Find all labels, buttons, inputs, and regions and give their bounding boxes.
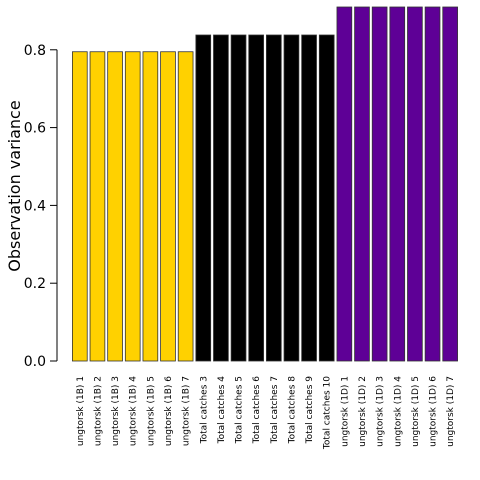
bar xyxy=(195,34,212,362)
bar xyxy=(248,34,264,362)
bar xyxy=(301,34,317,362)
x-tick-label: ungtorsk (1D) 1 xyxy=(340,376,350,447)
bar xyxy=(318,34,335,362)
bar xyxy=(266,34,282,362)
x-axis-labels: ungtorsk (1B) 1 ungtorsk (1B) 2 ungtorsk (… xyxy=(76,376,456,450)
x-tick-label: ungtorsk (1B) 1 xyxy=(76,376,86,446)
x-tick-label: Total catches 3 xyxy=(199,376,209,444)
y-tick-label: 0.8 xyxy=(24,43,46,59)
bar xyxy=(371,6,388,362)
y-tick-label: 0.4 xyxy=(24,198,46,214)
x-tick-label: Total catches 4 xyxy=(217,376,227,445)
bar xyxy=(442,6,458,362)
bar xyxy=(160,51,176,362)
bar xyxy=(407,6,423,362)
bar xyxy=(177,51,194,362)
bar xyxy=(124,51,141,362)
bar xyxy=(107,51,123,362)
x-tick-label: ungtorsk (1B) 6 xyxy=(164,376,174,446)
x-tick-label: ungtorsk (1B) 7 xyxy=(182,376,192,446)
x-tick-label: Total catches 7 xyxy=(270,376,280,444)
x-tick-label: ungtorsk (1B) 4 xyxy=(129,376,139,446)
x-tick-label: Total catches 8 xyxy=(287,376,297,445)
bar xyxy=(142,51,159,362)
x-tick-label: Total catches 10 xyxy=(323,376,333,450)
bar xyxy=(389,6,406,362)
bar xyxy=(283,34,300,362)
y-axis-title: Observation variance xyxy=(5,100,24,271)
bar xyxy=(89,51,106,362)
bar xyxy=(230,34,247,362)
bar xyxy=(424,6,441,362)
bar xyxy=(213,34,229,362)
x-tick-label: ungtorsk (1D) 2 xyxy=(358,376,368,447)
bar xyxy=(72,51,88,362)
x-tick-label: Total catches 5 xyxy=(235,376,245,444)
y-axis: 0.0 0.2 0.4 0.6 0.8 xyxy=(24,43,58,370)
x-tick-label: Total catches 9 xyxy=(305,376,315,445)
x-tick-label: ungtorsk (1B) 5 xyxy=(146,376,156,446)
x-tick-label: ungtorsk (1D) 3 xyxy=(376,376,386,447)
bar-group xyxy=(72,6,458,362)
x-tick-label: ungtorsk (1B) 2 xyxy=(93,376,103,446)
bar xyxy=(336,6,353,362)
x-tick-label: ungtorsk (1B) 3 xyxy=(111,376,121,446)
x-tick-label: ungtorsk (1D) 6 xyxy=(429,376,439,447)
y-tick-label: 0.2 xyxy=(24,276,46,292)
y-tick-label: 0.6 xyxy=(24,121,46,137)
y-tick-label: 0.0 xyxy=(24,354,46,370)
x-tick-label: ungtorsk (1D) 7 xyxy=(446,376,456,447)
bar xyxy=(354,6,370,362)
x-tick-label: ungtorsk (1D) 4 xyxy=(393,376,403,447)
x-tick-label: Total catches 6 xyxy=(252,376,262,445)
x-tick-label: ungtorsk (1D) 5 xyxy=(411,376,421,447)
